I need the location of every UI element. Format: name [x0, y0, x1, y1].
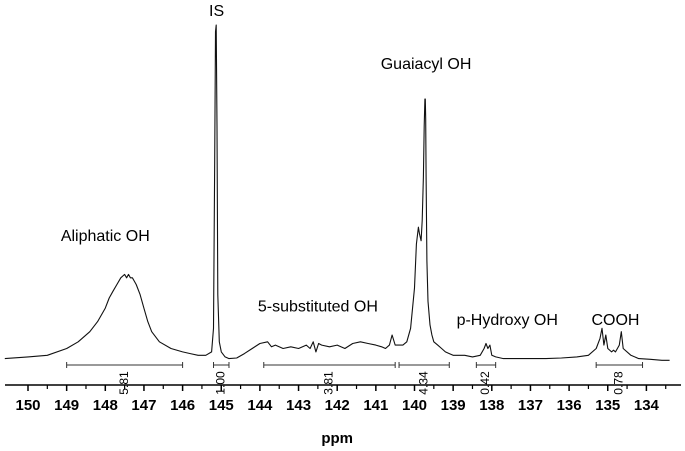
x-tick-label: 142 [325, 397, 350, 414]
x-tick-label: 144 [247, 397, 273, 414]
peak-annotations: IS Aliphatic OH 5-substituted OH Guaiacyl O… [61, 3, 640, 329]
x-axis-title: ppm [321, 430, 353, 447]
integral-regions: 5.81 1.00 3.81 4.34 0.42 0.78 [66, 362, 644, 395]
peak-label: IS [209, 3, 224, 20]
peak-label: COOH [591, 312, 639, 329]
x-axis-ticks: 150 149 148 147 146 145 144 143 142 141 140 139 138 1… [15, 385, 667, 414]
x-tick-label: 143 [286, 397, 311, 414]
x-tick-label: 145 [209, 397, 234, 414]
peak-label: 5-substituted OH [258, 299, 378, 316]
x-tick-label: 141 [363, 397, 388, 414]
integral-value: 0.42 [478, 371, 492, 395]
x-tick-label: 148 [93, 397, 118, 414]
x-tick-label: 146 [170, 397, 195, 414]
integral-value: 4.34 [416, 371, 430, 395]
integral-value: 5.81 [117, 371, 131, 395]
peak-label: Aliphatic OH [61, 228, 150, 245]
integral-value: 1.00 [213, 371, 227, 395]
spectrum-line [4, 24, 670, 361]
x-axis: 150 149 148 147 146 145 144 143 142 141 140 139 138 1… [5, 384, 681, 447]
x-tick-label: 149 [54, 397, 79, 414]
x-tick-label: 138 [479, 397, 504, 414]
peak-label: p-Hydroxy OH [457, 312, 558, 329]
peak-label: Guaiacyl OH [381, 56, 472, 73]
x-tick-label: 136 [557, 397, 582, 414]
x-tick-label: 135 [595, 397, 620, 414]
x-tick-label: 140 [402, 397, 427, 414]
x-tick-label: 147 [131, 397, 156, 414]
x-tick-label: 150 [15, 397, 40, 414]
x-tick-label: 134 [634, 397, 660, 414]
integral-value: 3.81 [322, 371, 336, 395]
integral-value: 0.78 [612, 371, 626, 395]
x-tick-label: 137 [518, 397, 543, 414]
x-tick-label: 139 [441, 397, 466, 414]
